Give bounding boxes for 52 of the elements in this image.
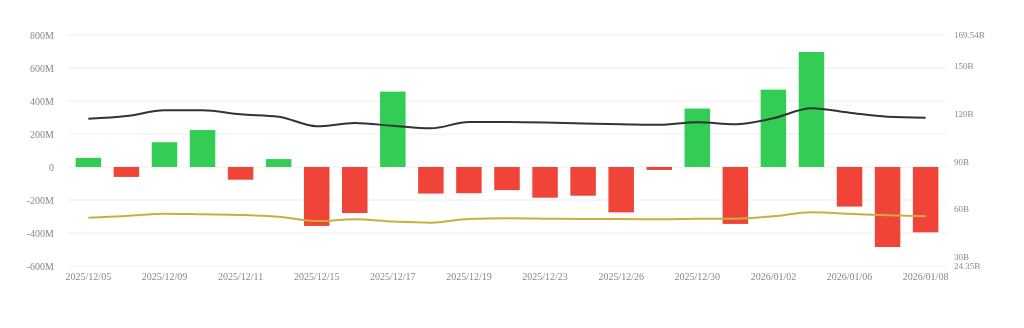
y2-tick-label: 30B [954,252,970,263]
x-tick-label: 2026/01/06 [826,271,873,282]
x-tick-label: 2025/12/09 [141,271,188,282]
x-tick-label: 2025/12/26 [598,271,644,282]
bar [798,52,825,167]
y2-tick-label: 60B [954,204,970,215]
line-series [87,107,927,130]
bar [684,108,711,167]
bar [760,89,787,167]
y-tick-label: -200M [26,194,55,206]
bar [494,167,520,191]
x-tick-label: 2025/12/17 [370,271,416,282]
x-tick-label: 2026/01/08 [902,271,949,282]
bar [912,167,939,233]
y2-tick-label: 90B [954,156,970,167]
bar [227,167,254,180]
y2-tick-label: 150B [954,61,974,72]
y2-tick-label: 24.35B [954,261,981,272]
y2-tick-label: 120B [954,108,974,119]
y-tick-label: -400M [26,227,55,239]
y-tick-label: 200M [30,128,55,140]
x-tick-label: 2025/12/23 [522,271,568,282]
y2-tick-label: 169.54B [954,30,985,41]
bar [75,157,102,167]
y-tick-label: 400M [30,95,55,107]
bar [418,167,444,194]
y-tick-label: 0 [49,161,54,173]
x-tick-label: 2025/12/05 [65,271,112,282]
x-tick-label: 2025/12/19 [446,271,492,282]
bar [608,167,634,213]
bar [113,167,140,177]
x-tick-label: 2025/12/30 [674,271,721,282]
y-tick-label: -600M [26,260,55,272]
bar [303,167,330,226]
bar [265,159,292,167]
line-series [87,211,927,224]
bar [380,91,406,167]
bar [722,167,749,224]
x-tick-label: 2026/01/02 [750,271,797,282]
bar [836,167,863,207]
bar [646,167,672,170]
bar [456,167,482,194]
bar [151,142,178,167]
y-tick-label: 800M [30,29,55,41]
bar [532,167,558,198]
y-tick-label: 600M [30,62,55,74]
x-tick-label: 2025/12/11 [218,271,264,282]
x-tick-label: 2025/12/15 [293,271,340,282]
bar [189,130,216,167]
bar [874,167,901,248]
bar [570,167,596,196]
bar [342,167,368,214]
